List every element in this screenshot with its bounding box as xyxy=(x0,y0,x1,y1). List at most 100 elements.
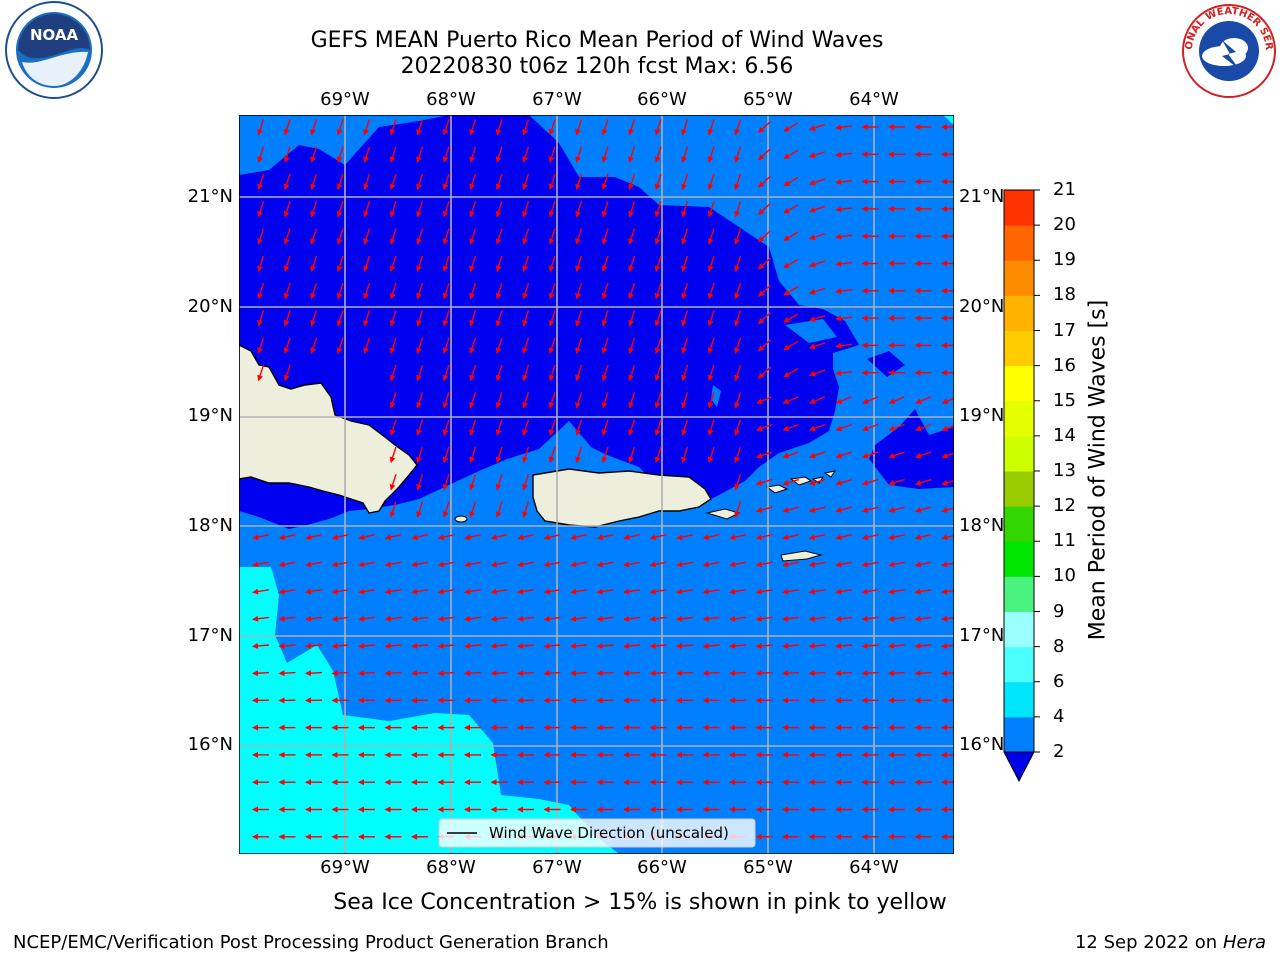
wind-wave-arrow xyxy=(389,364,397,382)
wind-wave-arrow xyxy=(654,228,662,245)
wind-wave-arrow xyxy=(495,228,503,245)
wind-wave-arrow xyxy=(310,282,318,300)
colorbar-tick-label: 2 xyxy=(1053,741,1065,762)
wind-wave-arrow xyxy=(442,392,450,409)
wind-wave-arrow xyxy=(888,615,906,622)
wind-wave-arrow xyxy=(707,119,715,136)
wind-wave-arrow xyxy=(702,615,720,622)
wind-wave-arrow xyxy=(469,173,477,191)
wind-wave-arrow xyxy=(861,615,879,622)
wind-wave-arrow xyxy=(888,642,906,649)
wind-wave-arrow xyxy=(310,310,318,327)
wind-wave-arrow xyxy=(734,228,742,245)
wind-wave-arrow xyxy=(283,119,291,136)
wind-wave-arrow xyxy=(757,339,771,352)
wind-wave-arrow xyxy=(522,446,530,464)
wind-wave-arrow xyxy=(601,337,609,354)
wind-wave-arrow xyxy=(522,228,530,245)
wind-wave-arrow xyxy=(914,451,932,459)
wind-wave-arrow xyxy=(681,146,689,163)
wind-wave-arrow xyxy=(808,151,826,159)
wind-wave-arrow xyxy=(623,642,641,649)
wind-wave-arrow xyxy=(575,146,583,163)
wind-wave-arrow xyxy=(734,392,742,409)
colorbar-tick-label: 17 xyxy=(1053,319,1076,341)
wind-wave-arrow xyxy=(570,588,588,595)
wind-wave-arrow xyxy=(495,282,503,300)
wind-wave-arrow xyxy=(575,446,583,464)
wind-wave-arrow xyxy=(734,337,742,354)
wind-wave-arrow xyxy=(734,474,742,491)
wind-wave-arrow xyxy=(310,201,318,218)
wind-wave-arrow xyxy=(782,642,800,649)
colorbar-tick-label: 14 xyxy=(1053,424,1076,446)
lon-label-bottom-65w: 65°W xyxy=(743,857,793,878)
wind-wave-arrow xyxy=(681,173,689,191)
wind-wave-arrow xyxy=(411,534,428,541)
colorbar-band xyxy=(1004,260,1034,296)
wind-wave-arrow xyxy=(888,588,906,595)
wind-wave-arrow xyxy=(676,534,693,541)
wind-wave-arrow xyxy=(416,446,424,464)
wind-wave-arrow xyxy=(442,446,450,464)
lon-label-top-66w: 66°W xyxy=(637,89,687,110)
lat-label-right-21n: 21°N xyxy=(959,186,1005,207)
wind-wave-arrow xyxy=(596,588,614,595)
wind-wave-arrow xyxy=(252,534,269,541)
wind-wave-arrow xyxy=(358,534,375,541)
wind-wave-arrow xyxy=(257,228,265,245)
lon-label-top-64w: 64°W xyxy=(849,89,899,110)
wind-wave-arrow xyxy=(522,419,530,436)
wind-wave-arrow xyxy=(628,446,636,464)
colorbar-band xyxy=(1004,576,1034,612)
wind-wave-arrow xyxy=(654,364,662,382)
wind-wave-arrow xyxy=(416,501,424,518)
wind-wave-arrow xyxy=(389,255,397,273)
wind-wave-arrow xyxy=(336,337,344,354)
wind-wave-arrow xyxy=(495,201,503,218)
wind-wave-arrow xyxy=(437,588,455,595)
wind-wave-arrow xyxy=(336,173,344,191)
wind-wave-arrow xyxy=(495,119,503,136)
wind-wave-arrow xyxy=(755,642,773,649)
wind-wave-arrow xyxy=(411,670,429,677)
wind-wave-arrow xyxy=(757,230,771,243)
wind-wave-arrow xyxy=(363,337,371,354)
colorbar-band xyxy=(1004,471,1034,507)
lon-label-bottom-68w: 68°W xyxy=(426,857,476,878)
wind-wave-arrow xyxy=(601,255,609,273)
wind-wave-arrow xyxy=(548,337,556,354)
wind-wave-arrow xyxy=(517,642,535,649)
colorbar-tick-label: 13 xyxy=(1053,460,1076,481)
wind-wave-arrow xyxy=(707,392,715,409)
wind-wave-arrow xyxy=(442,282,450,300)
wind-wave-arrow xyxy=(734,446,742,464)
lon-label-bottom-67w: 67°W xyxy=(532,857,582,878)
wind-wave-arrow xyxy=(310,255,318,273)
wind-wave-arrow xyxy=(252,588,270,595)
wind-wave-arrow xyxy=(681,364,689,382)
wind-wave-arrow xyxy=(442,310,450,327)
wind-wave-arrow xyxy=(707,282,715,300)
wind-wave-arrow xyxy=(601,446,609,464)
wind-wave-arrow xyxy=(623,670,641,677)
colorbar-band xyxy=(1004,716,1034,753)
wind-wave-arrow xyxy=(835,260,853,267)
wind-wave-arrow xyxy=(782,478,799,486)
wind-wave-arrow xyxy=(782,506,799,513)
wind-wave-arrow xyxy=(570,670,588,677)
wind-wave-arrow xyxy=(808,506,826,513)
wind-wave-arrow xyxy=(755,588,773,595)
wind-wave-arrow xyxy=(358,615,376,622)
wind-wave-arrow xyxy=(755,451,773,459)
wind-wave-arrow xyxy=(734,146,742,163)
wind-wave-arrow xyxy=(628,310,636,327)
wind-wave-arrow xyxy=(654,419,662,436)
wind-wave-arrow xyxy=(570,534,587,541)
wind-wave-arrow xyxy=(941,479,954,486)
wind-wave-arrow xyxy=(257,173,265,191)
wind-wave-arrow xyxy=(522,310,530,327)
wind-wave-arrow xyxy=(734,255,742,273)
wind-wave-arrow xyxy=(681,255,689,273)
wind-wave-arrow xyxy=(358,642,376,649)
